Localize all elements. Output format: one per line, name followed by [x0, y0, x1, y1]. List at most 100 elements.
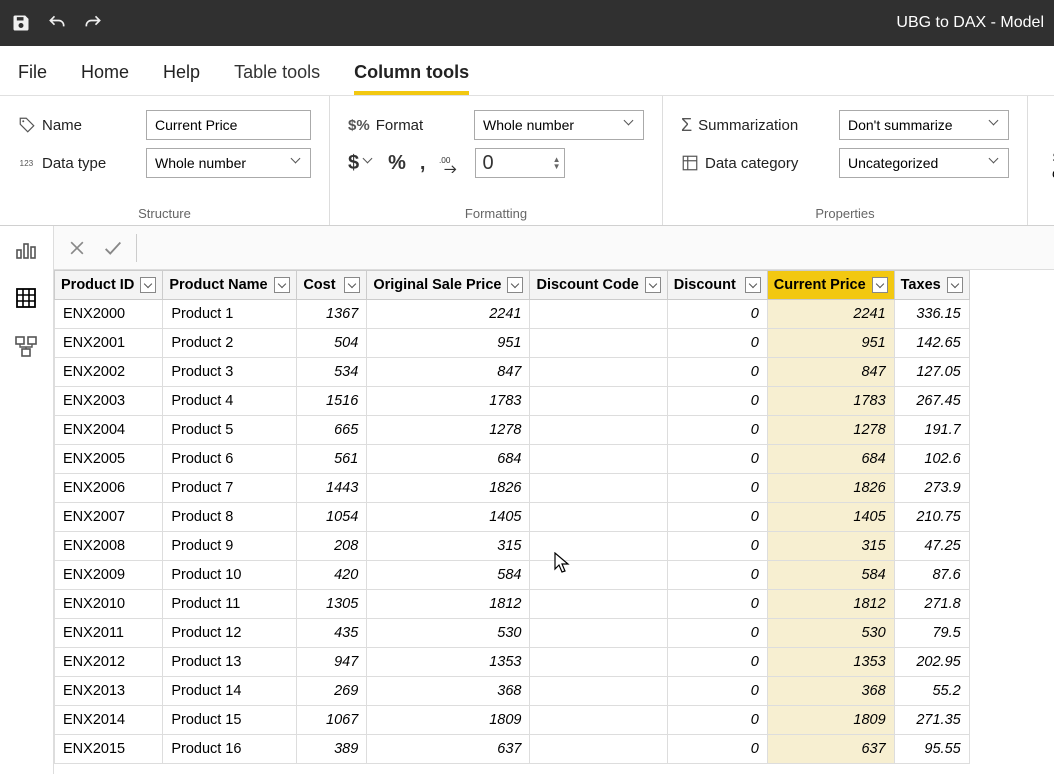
table-cell[interactable]: 420: [297, 561, 367, 590]
table-cell[interactable]: ENX2000: [55, 300, 163, 329]
table-cell[interactable]: ENX2015: [55, 735, 163, 764]
table-cell[interactable]: 271.8: [894, 590, 969, 619]
table-cell[interactable]: 267.45: [894, 387, 969, 416]
table-cell[interactable]: [530, 329, 667, 358]
table-cell[interactable]: 55.2: [894, 677, 969, 706]
table-cell[interactable]: 0: [667, 735, 767, 764]
tab-help[interactable]: Help: [163, 62, 200, 95]
table-row[interactable]: ENX2014Product 151067180901809271.35: [55, 706, 970, 735]
table-cell[interactable]: 47.25: [894, 532, 969, 561]
table-cell[interactable]: 0: [667, 445, 767, 474]
table-cell[interactable]: 95.55: [894, 735, 969, 764]
table-cell[interactable]: ENX2013: [55, 677, 163, 706]
table-cell[interactable]: 1353: [767, 648, 894, 677]
table-cell[interactable]: ENX2002: [55, 358, 163, 387]
commit-icon[interactable]: [100, 235, 126, 261]
filter-icon[interactable]: [140, 277, 156, 293]
table-cell[interactable]: 0: [667, 677, 767, 706]
data-view-icon[interactable]: [14, 286, 40, 312]
column-header[interactable]: Product Name: [163, 271, 297, 300]
table-cell[interactable]: [530, 474, 667, 503]
data-grid[interactable]: Product IDProduct NameCostOriginal Sale …: [54, 270, 1054, 774]
redo-icon[interactable]: [82, 12, 104, 34]
table-cell[interactable]: 1305: [297, 590, 367, 619]
column-header[interactable]: Original Sale Price: [367, 271, 530, 300]
table-cell[interactable]: 847: [767, 358, 894, 387]
table-cell[interactable]: 1405: [767, 503, 894, 532]
table-cell[interactable]: 389: [297, 735, 367, 764]
table-cell[interactable]: [530, 532, 667, 561]
filter-icon[interactable]: [507, 277, 523, 293]
table-row[interactable]: ENX2008Product 9208315031547.25: [55, 532, 970, 561]
table-cell[interactable]: Product 16: [163, 735, 297, 764]
table-cell[interactable]: 435: [297, 619, 367, 648]
table-cell[interactable]: 530: [367, 619, 530, 648]
table-cell[interactable]: ENX2004: [55, 416, 163, 445]
table-cell[interactable]: 684: [767, 445, 894, 474]
column-header[interactable]: Cost: [297, 271, 367, 300]
tab-home[interactable]: Home: [81, 62, 129, 95]
table-cell[interactable]: 1278: [367, 416, 530, 445]
table-cell[interactable]: ENX2003: [55, 387, 163, 416]
column-header[interactable]: Taxes: [894, 271, 969, 300]
table-row[interactable]: ENX2009Product 10420584058487.6: [55, 561, 970, 590]
format-select[interactable]: Whole number: [474, 110, 644, 140]
filter-icon[interactable]: [344, 277, 360, 293]
name-input[interactable]: Current Price: [146, 110, 311, 140]
category-select[interactable]: Uncategorized: [839, 148, 1009, 178]
table-cell[interactable]: ENX2001: [55, 329, 163, 358]
table-cell[interactable]: 1516: [297, 387, 367, 416]
table-cell[interactable]: 637: [767, 735, 894, 764]
currency-button[interactable]: $: [348, 152, 374, 175]
table-cell[interactable]: 87.6: [894, 561, 969, 590]
table-cell[interactable]: 0: [667, 358, 767, 387]
table-cell[interactable]: 0: [667, 706, 767, 735]
table-cell[interactable]: [530, 561, 667, 590]
table-cell[interactable]: Product 6: [163, 445, 297, 474]
table-row[interactable]: ENX2007Product 81054140501405210.75: [55, 503, 970, 532]
table-row[interactable]: ENX2002Product 35348470847127.05: [55, 358, 970, 387]
column-header[interactable]: Current Price: [767, 271, 894, 300]
table-cell[interactable]: 127.05: [894, 358, 969, 387]
table-cell[interactable]: 368: [767, 677, 894, 706]
table-cell[interactable]: ENX2009: [55, 561, 163, 590]
formula-input[interactable]: [147, 226, 1054, 269]
table-cell[interactable]: 1826: [767, 474, 894, 503]
table-row[interactable]: ENX2013Product 14269368036855.2: [55, 677, 970, 706]
table-cell[interactable]: 1405: [367, 503, 530, 532]
table-cell[interactable]: Product 14: [163, 677, 297, 706]
table-cell[interactable]: 1783: [767, 387, 894, 416]
column-header[interactable]: Discount: [667, 271, 767, 300]
table-cell[interactable]: Product 7: [163, 474, 297, 503]
filter-icon[interactable]: [947, 277, 963, 293]
table-cell[interactable]: 0: [667, 619, 767, 648]
table-cell[interactable]: 368: [367, 677, 530, 706]
table-cell[interactable]: [530, 416, 667, 445]
save-icon[interactable]: [10, 12, 32, 34]
table-cell[interactable]: 0: [667, 474, 767, 503]
summarization-select[interactable]: Don't summarize: [839, 110, 1009, 140]
sort-by-column-button[interactable]: Sort by column: [1038, 102, 1054, 202]
table-cell[interactable]: 202.95: [894, 648, 969, 677]
table-cell[interactable]: 534: [297, 358, 367, 387]
table-row[interactable]: ENX2015Product 16389637063795.55: [55, 735, 970, 764]
table-cell[interactable]: 0: [667, 300, 767, 329]
table-cell[interactable]: 947: [297, 648, 367, 677]
table-row[interactable]: ENX2004Product 5665127801278191.7: [55, 416, 970, 445]
report-view-icon[interactable]: [14, 238, 40, 264]
table-cell[interactable]: 2241: [367, 300, 530, 329]
table-row[interactable]: ENX2006Product 71443182601826273.9: [55, 474, 970, 503]
datatype-select[interactable]: Whole number: [146, 148, 311, 178]
table-cell[interactable]: Product 13: [163, 648, 297, 677]
table-cell[interactable]: [530, 503, 667, 532]
table-cell[interactable]: 1809: [767, 706, 894, 735]
table-cell[interactable]: 584: [767, 561, 894, 590]
table-cell[interactable]: ENX2006: [55, 474, 163, 503]
table-cell[interactable]: 637: [367, 735, 530, 764]
table-cell[interactable]: Product 12: [163, 619, 297, 648]
table-cell[interactable]: Product 2: [163, 329, 297, 358]
table-cell[interactable]: 951: [367, 329, 530, 358]
table-cell[interactable]: Product 4: [163, 387, 297, 416]
table-cell[interactable]: 0: [667, 590, 767, 619]
table-cell[interactable]: 2241: [767, 300, 894, 329]
